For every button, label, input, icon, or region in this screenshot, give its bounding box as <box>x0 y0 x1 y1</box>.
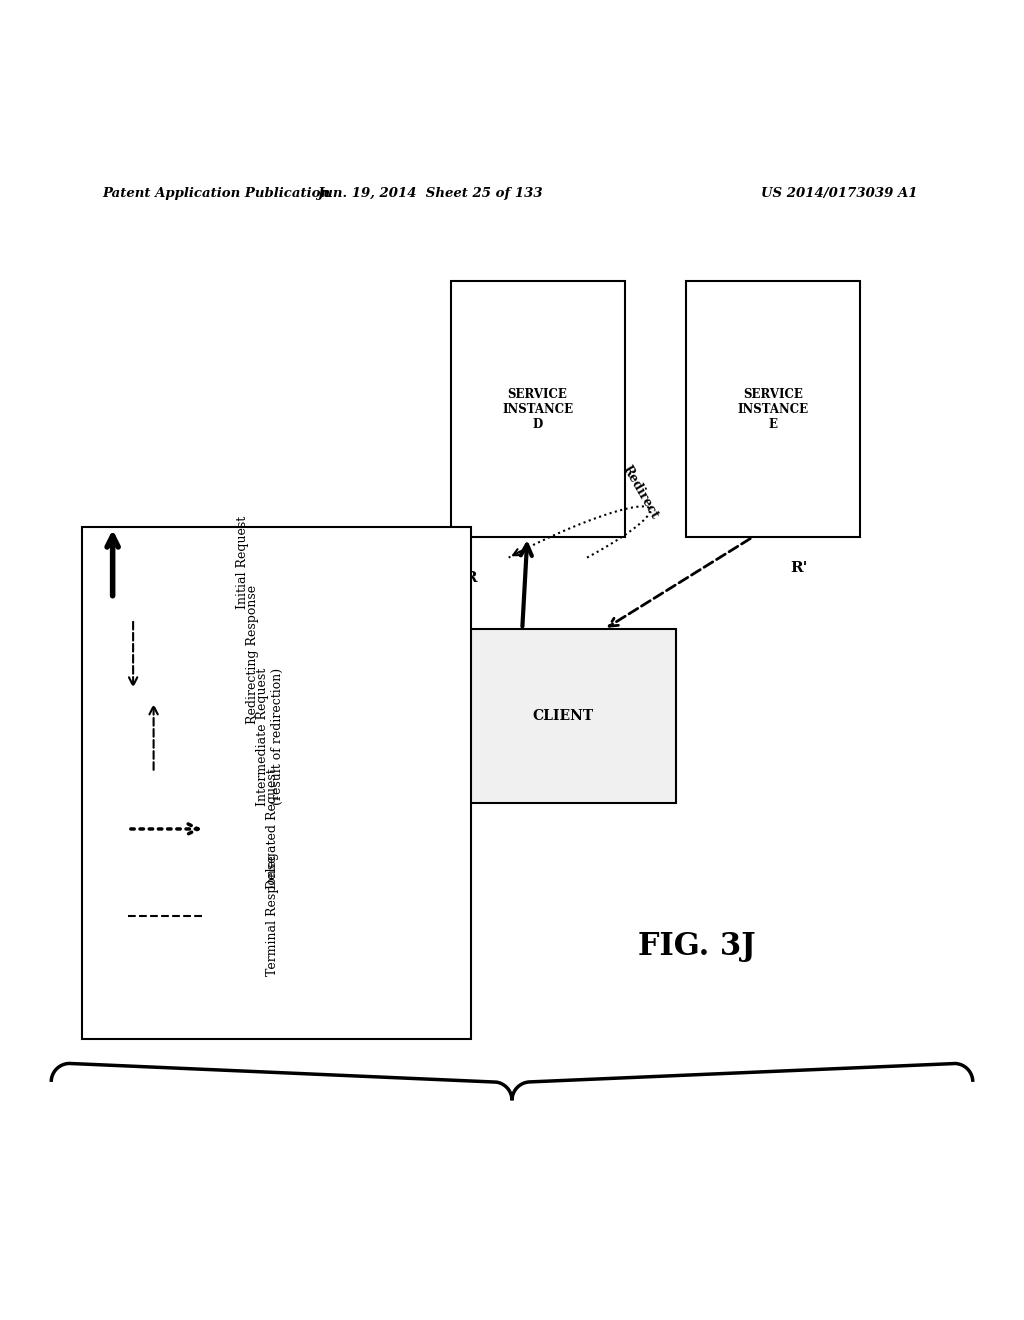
Text: Terminal Response: Terminal Response <box>266 855 280 977</box>
Text: SERVICE
INSTANCE
E: SERVICE INSTANCE E <box>737 388 809 430</box>
FancyBboxPatch shape <box>686 281 860 537</box>
Text: Redirecting Response: Redirecting Response <box>246 585 259 725</box>
Text: FIG. 3J: FIG. 3J <box>638 931 755 962</box>
FancyBboxPatch shape <box>451 281 625 537</box>
Text: Delegated Request: Delegated Request <box>266 768 280 890</box>
Text: Patent Application Publication: Patent Application Publication <box>102 186 331 199</box>
Text: US 2014/0173039 A1: US 2014/0173039 A1 <box>762 186 918 199</box>
Text: SERVICE
INSTANCE
D: SERVICE INSTANCE D <box>502 388 573 430</box>
Text: CLIENT: CLIENT <box>532 709 594 723</box>
Text: Intermediate Request
(result of redirection): Intermediate Request (result of redirect… <box>256 668 284 807</box>
Text: Initial Request: Initial Request <box>236 516 249 610</box>
Text: Jun. 19, 2014  Sheet 25 of 133: Jun. 19, 2014 Sheet 25 of 133 <box>317 186 543 199</box>
FancyBboxPatch shape <box>82 527 471 1039</box>
FancyBboxPatch shape <box>451 630 676 804</box>
Text: R': R' <box>791 561 807 574</box>
Text: R: R <box>465 572 477 585</box>
Text: Redirect: Redirect <box>620 463 660 521</box>
